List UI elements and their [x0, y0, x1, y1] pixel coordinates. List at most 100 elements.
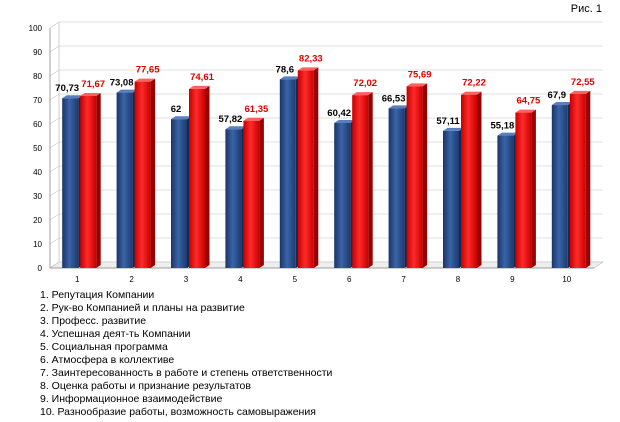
bar-series2-side	[368, 92, 373, 268]
gridline-depth	[49, 213, 60, 221]
bar-series1-top	[334, 119, 355, 123]
bar-series2-top	[297, 67, 319, 71]
data-label-series2: 71,67	[81, 79, 105, 90]
bar-series2-front	[80, 95, 97, 268]
data-label-series1: 66,53	[382, 93, 406, 104]
y-tick-label: 70	[33, 96, 42, 105]
gridline-depth	[49, 165, 60, 173]
chart-bars	[62, 67, 591, 269]
bar-series2	[189, 85, 210, 268]
bar-series2-front	[189, 88, 205, 268]
y-tick-label: 20	[33, 216, 42, 225]
gridline-depth	[49, 21, 60, 29]
gridline-depth	[49, 237, 60, 245]
legend-item: 8. Оценка работы и признание результатов	[40, 380, 251, 392]
y-tick-label: 40	[33, 168, 42, 177]
data-label-series1: 62	[171, 104, 182, 115]
bar-series2-front	[297, 70, 314, 269]
y-tick-label: 50	[33, 144, 42, 153]
bar-series2-front	[134, 81, 151, 268]
legend-item: 6. Атмосфера в коллективе	[40, 354, 175, 366]
x-tick-label: 3	[184, 275, 189, 284]
bar-series1	[334, 119, 355, 268]
bar-series2-top	[243, 117, 264, 121]
bar-series2-top	[515, 109, 536, 113]
bar-series1-top	[551, 102, 573, 106]
bar-series2-side	[585, 90, 591, 268]
data-label-series2: 77,65	[136, 65, 160, 76]
bar-series2	[406, 83, 428, 269]
legend-item: 2. Рук-во Компанией и планы на развитие	[40, 302, 245, 314]
bar-series1-top	[171, 116, 192, 120]
bar-series2-front	[515, 112, 532, 268]
bar-series1-front	[116, 92, 133, 268]
legend-item: 5. Социальная программа	[40, 341, 168, 353]
data-label-series2: 72,55	[571, 77, 595, 88]
bar-series1-top	[443, 127, 464, 131]
bar-chart: 0 10 20 30 40 50 60 70 80 90 100 1 2 3 4 5 6 7 8 9 10 70,73…	[29, 21, 604, 284]
bar-series2	[80, 92, 101, 268]
bar-series2-top	[189, 85, 210, 89]
data-label-series1: 55,18	[491, 121, 515, 132]
data-label-series2: 64,75	[517, 96, 541, 107]
x-tick-label: 5	[293, 275, 298, 284]
y-axis-ticks: 0 10 20 30 40 50 60 70 80 90 100	[29, 24, 43, 273]
bar-series2-top	[569, 90, 591, 94]
x-tick-label: 4	[238, 275, 243, 284]
bar-series2-side	[477, 91, 482, 268]
bar-series1-top	[279, 76, 301, 80]
legend-item: 3. Професс. развитие	[40, 315, 147, 327]
x-tick-label: 8	[456, 275, 461, 284]
bar-series2-side	[422, 83, 428, 269]
bar-series2-front	[569, 93, 586, 268]
gridline-depth	[49, 45, 60, 53]
bar-series2-top	[406, 83, 428, 87]
bar-series2	[461, 91, 482, 268]
bar-series2	[352, 92, 373, 268]
bar-series1-top	[62, 95, 83, 99]
bar-series1-top	[497, 132, 518, 136]
bar-series1-front	[388, 108, 405, 268]
bar-series1-top	[116, 89, 138, 93]
y-tick-label: 100	[29, 24, 43, 33]
x-tick-label: 10	[562, 275, 571, 284]
data-label-series1: 67,9	[548, 90, 567, 101]
bar-series1	[443, 127, 464, 268]
bar-series1-front	[225, 129, 242, 268]
gridline-depth	[49, 93, 60, 101]
data-label-series1: 60,42	[327, 108, 351, 119]
bar-series2-front	[352, 95, 369, 268]
bar-series1-front	[497, 135, 514, 268]
bar-series1	[279, 76, 301, 268]
bar-series2	[297, 67, 319, 269]
data-label-series1: 70,73	[55, 83, 79, 94]
y-tick-label: 30	[33, 192, 42, 201]
bar-series2-top	[134, 78, 156, 82]
data-label-series2: 72,22	[462, 78, 486, 89]
bar-series1	[116, 89, 138, 268]
bar-series2-top	[352, 92, 373, 96]
data-label-series1: 57,11	[436, 116, 460, 127]
gridline-depth	[49, 117, 60, 125]
data-label-series1: 73,08	[110, 78, 134, 89]
data-label-series2: 61,35	[245, 104, 269, 115]
bar-series1	[497, 132, 518, 268]
bar-series2-front	[406, 86, 423, 269]
gridline-depth	[49, 189, 60, 197]
legend-item: 7. Заинтересованность в работе и степень…	[40, 367, 333, 379]
legend: 1. Репутация Компании 2. Рук-во Компанией…	[40, 289, 332, 419]
bar-series1-front	[443, 130, 459, 268]
bar-series2-front	[461, 94, 477, 268]
data-label-series2: 75,69	[408, 69, 432, 80]
data-label-series2: 72,02	[353, 78, 377, 89]
bar-series1-front	[279, 79, 296, 268]
bar-series2-top	[461, 91, 482, 95]
x-tick-label: 1	[75, 275, 80, 284]
bar-series2-side	[96, 92, 101, 268]
data-label-series2: 82,33	[299, 53, 323, 64]
bar-series2-side	[531, 109, 536, 268]
bar-series1	[225, 126, 246, 269]
bar-series2-side	[205, 85, 210, 268]
bar-series1-front	[62, 98, 79, 268]
legend-item: 4. Успешная деят-ть Компании	[40, 328, 191, 340]
